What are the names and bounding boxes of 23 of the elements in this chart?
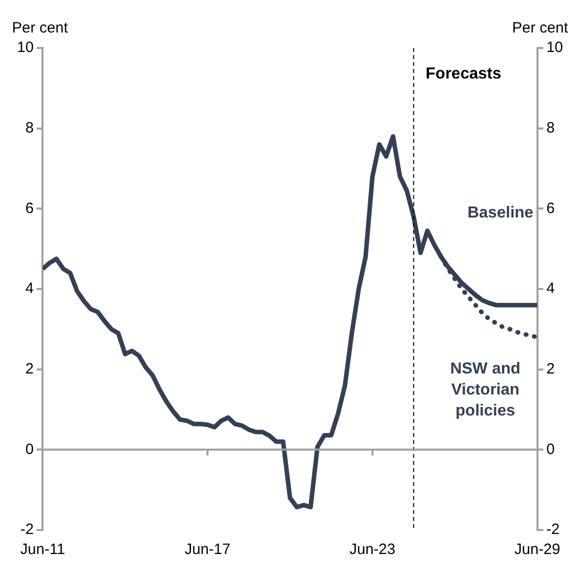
y2-tick-label: 4 <box>546 280 555 298</box>
y2-tick-label: -2 <box>546 521 560 538</box>
y-tick-label: 10 <box>16 39 34 56</box>
y2-tick-label: 2 <box>546 360 555 378</box>
x-tick-label: Jun-29 <box>514 541 560 558</box>
y-tick-label: -2 <box>20 521 34 538</box>
y-axis-title: Per cent <box>12 20 69 37</box>
y2-tick-label: 10 <box>546 39 564 56</box>
y2-tick-label: 8 <box>546 119 555 136</box>
y2-tick-label: 0 <box>546 440 555 458</box>
x-tick-label: Jun-23 <box>350 541 396 558</box>
y2-tick-label: 6 <box>546 200 555 217</box>
y-tick-label: 2 <box>25 360 34 378</box>
y-tick-label: 6 <box>25 200 34 217</box>
x-tick-label: Jun-17 <box>184 541 230 558</box>
y2-axis-title: Per cent <box>512 20 569 37</box>
y-tick-label: 4 <box>25 280 34 298</box>
series-label: NSW and Victorian policies <box>450 360 520 420</box>
x-tick-label: Jun-11 <box>20 541 66 558</box>
text: Baseline <box>468 204 534 222</box>
ref-line-label: Forecasts <box>426 65 502 82</box>
y-tick-label: 0 <box>25 440 34 458</box>
y-tick-label: 8 <box>25 119 34 136</box>
